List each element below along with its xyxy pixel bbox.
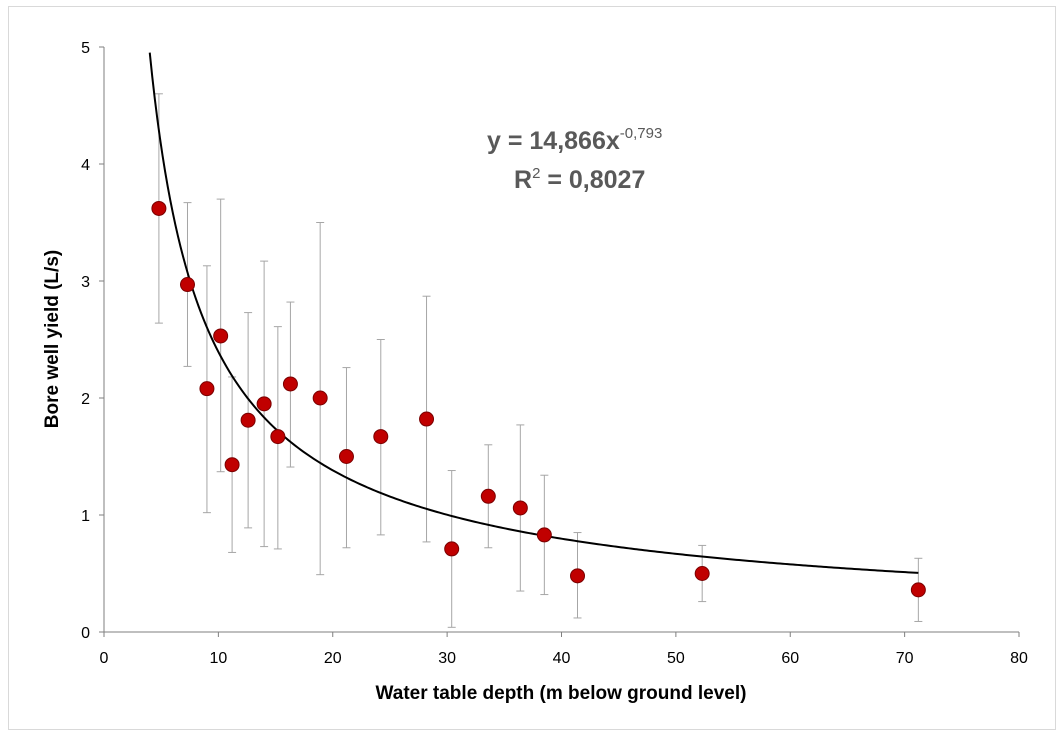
x-tick-label: 70 xyxy=(896,650,914,667)
y-tick-label: 3 xyxy=(81,274,90,291)
data-point xyxy=(911,583,925,597)
data-point xyxy=(695,567,709,581)
data-point xyxy=(339,450,353,464)
x-tick-label: 80 xyxy=(1010,650,1028,667)
data-point xyxy=(374,430,388,444)
data-point xyxy=(257,397,271,411)
r-squared-r: R xyxy=(514,166,532,194)
x-tick-label: 30 xyxy=(438,650,456,667)
data-point xyxy=(537,528,551,542)
data-point xyxy=(420,412,434,426)
data-point xyxy=(445,542,459,556)
r-squared-sup: 2 xyxy=(532,165,540,182)
data-point xyxy=(241,413,255,427)
y-tick-label: 2 xyxy=(81,391,90,408)
data-point xyxy=(214,329,228,343)
data-point xyxy=(513,501,527,515)
data-point xyxy=(271,430,285,444)
trend-equation: y = 14,866x-0,793 xyxy=(487,125,662,155)
r-squared-label: R2 = 0,8027 xyxy=(514,165,645,194)
data-point xyxy=(283,377,297,391)
data-point xyxy=(481,489,495,503)
x-tick-label: 20 xyxy=(324,650,342,667)
x-tick-label: 60 xyxy=(781,650,799,667)
trend-equation-exponent: -0,793 xyxy=(620,125,663,142)
data-point xyxy=(225,458,239,472)
y-tick-label: 4 xyxy=(81,157,90,174)
y-tick-label: 1 xyxy=(81,508,90,525)
y-axis-title: Bore well yield (L/s) xyxy=(42,250,63,428)
y-tick-label: 5 xyxy=(81,40,90,57)
data-point xyxy=(200,382,214,396)
x-axis-title: Water table depth (m below ground level) xyxy=(376,683,747,704)
y-tick-label: 0 xyxy=(81,625,90,642)
data-point xyxy=(152,201,166,215)
x-tick-label: 40 xyxy=(553,650,571,667)
x-tick-label: 10 xyxy=(209,650,227,667)
r-squared-value: = 0,8027 xyxy=(540,166,645,194)
x-tick-label: 50 xyxy=(667,650,685,667)
data-point xyxy=(313,391,327,405)
data-point xyxy=(180,278,194,292)
trend-equation-main: y = 14,866x xyxy=(487,127,620,155)
x-tick-label: 0 xyxy=(100,650,109,667)
data-point xyxy=(571,569,585,583)
